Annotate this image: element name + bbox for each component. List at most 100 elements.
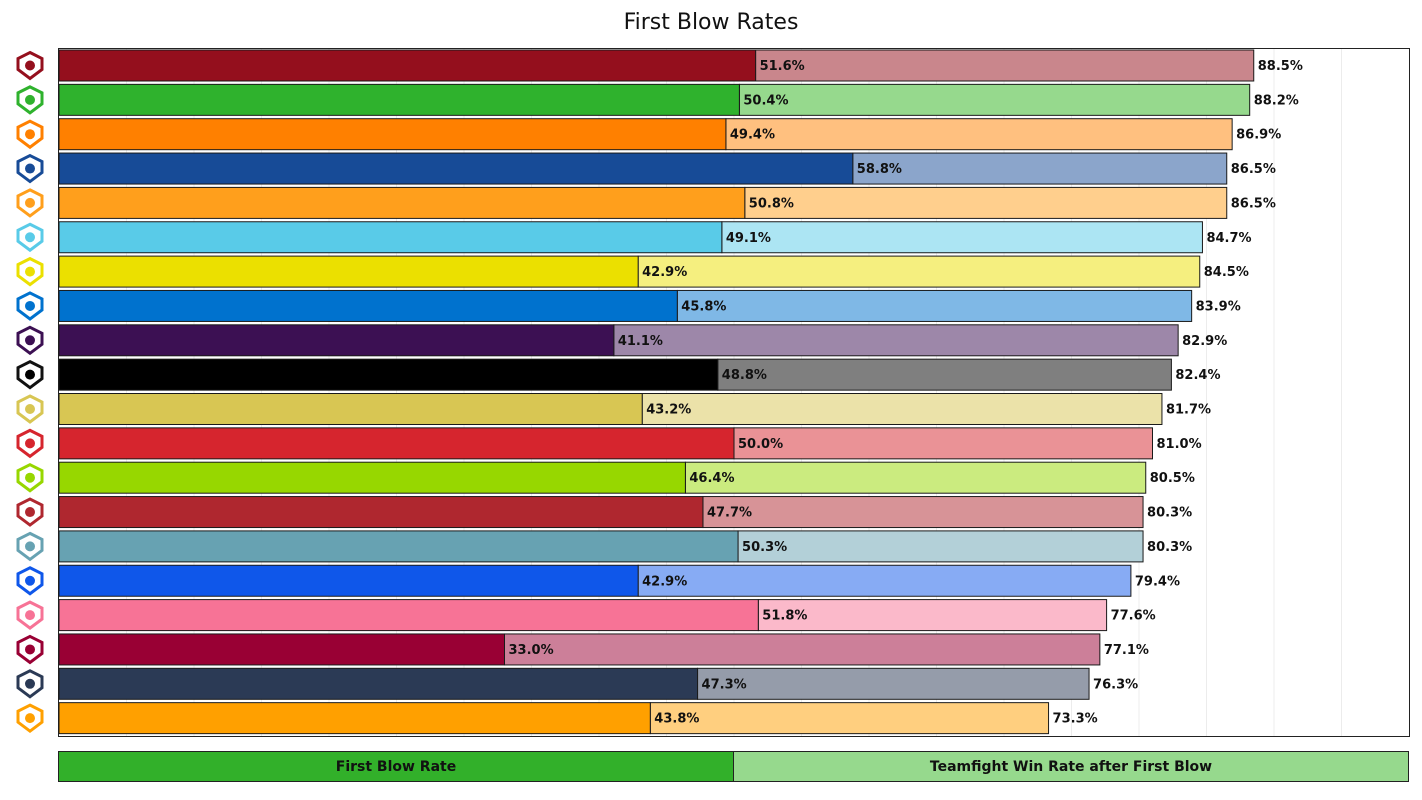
bar-first-blow-rate [58, 564, 639, 597]
philadelphia-fusion-icon [16, 188, 44, 218]
bar-first-blow-rate [58, 118, 727, 151]
legend-item-teamfight-win-rate: Teamfight Win Rate after First Blow [734, 752, 1408, 781]
data-label-teamfight-win-rate: 88.2% [1254, 93, 1299, 108]
data-label-teamfight-win-rate: 83.9% [1196, 299, 1241, 314]
data-label-teamfight-win-rate: 80.5% [1150, 471, 1195, 486]
bar-first-blow-rate [58, 221, 723, 254]
bars: 51.6% 88.5% 50.4% 88.2% 49.4% 86.9% 58.8% 86.5%… [58, 49, 1303, 735]
toronto-defiant-icon [16, 359, 44, 390]
data-label-teamfight-win-rate: 88.5% [1258, 59, 1303, 74]
data-label-teamfight-win-rate: 77.1% [1104, 643, 1149, 658]
data-label-teamfight-win-rate: 80.3% [1147, 506, 1192, 521]
data-label-first-blow-rate: 47.3% [702, 677, 747, 692]
bar-first-blow-rate [58, 667, 699, 700]
data-label-teamfight-win-rate: 84.7% [1206, 231, 1251, 246]
bar-teamfight-win-rate [737, 530, 1144, 563]
data-label-first-blow-rate: 43.8% [654, 712, 699, 727]
bar-first-blow-rate [58, 358, 719, 391]
data-label-first-blow-rate: 50.0% [738, 437, 783, 452]
chengdu-hunters-icon [16, 703, 44, 734]
los-angeles-valiant-icon [16, 256, 44, 287]
bar-teamfight-win-rate [852, 152, 1228, 185]
bar-teamfight-win-rate [725, 118, 1233, 151]
data-label-first-blow-rate: 50.4% [743, 93, 788, 108]
bar-teamfight-win-rate [504, 633, 1101, 666]
data-label-teamfight-win-rate: 76.3% [1093, 677, 1138, 692]
dallas-fuel-icon [16, 291, 44, 321]
bar-first-blow-rate [58, 152, 854, 185]
bar-first-blow-rate [58, 530, 739, 563]
data-label-teamfight-win-rate: 77.6% [1111, 609, 1156, 624]
data-label-teamfight-win-rate: 86.5% [1231, 162, 1276, 177]
san-francisco-shock-icon [16, 119, 44, 150]
bar-teamfight-win-rate [717, 358, 1172, 391]
houston-outlaws-icon [16, 85, 44, 115]
guangzhou-charge-icon [16, 531, 44, 562]
team-icons [16, 50, 44, 734]
seoul-dynasty-icon [16, 394, 44, 424]
data-label-first-blow-rate: 48.8% [722, 368, 767, 383]
data-label-teamfight-win-rate: 82.4% [1175, 368, 1220, 383]
bar-teamfight-win-rate [676, 289, 1193, 322]
data-label-first-blow-rate: 50.3% [742, 540, 787, 555]
data-label-first-blow-rate: 46.4% [689, 471, 734, 486]
data-label-first-blow-rate: 47.7% [707, 506, 752, 521]
bar-teamfight-win-rate [702, 496, 1144, 529]
data-label-teamfight-win-rate: 73.3% [1053, 712, 1098, 727]
bar-teamfight-win-rate [744, 186, 1228, 219]
bar-teamfight-win-rate [755, 49, 1255, 82]
data-label-first-blow-rate: 43.2% [646, 403, 691, 418]
data-label-first-blow-rate: 33.0% [509, 643, 554, 658]
data-label-teamfight-win-rate: 82.9% [1182, 334, 1227, 349]
bar-teamfight-win-rate [733, 427, 1153, 460]
data-label-first-blow-rate: 42.9% [642, 574, 687, 589]
data-label-first-blow-rate: 49.4% [730, 128, 775, 143]
bar-first-blow-rate [58, 83, 740, 116]
florida-mayhem-icon [16, 497, 44, 527]
los-angeles-gladiators-icon [16, 325, 44, 356]
data-label-teamfight-win-rate: 86.9% [1236, 128, 1281, 143]
bar-teamfight-win-rate [721, 221, 1203, 254]
bar-teamfight-win-rate [637, 255, 1201, 288]
bar-first-blow-rate [58, 427, 735, 460]
legend-item-first-blow-rate: First Blow Rate [59, 752, 734, 781]
bar-first-blow-rate [58, 393, 643, 425]
legend: First Blow Rate Teamfight Win Rate after… [58, 751, 1409, 782]
bar-teamfight-win-rate [637, 564, 1132, 597]
bar-first-blow-rate [58, 324, 615, 357]
bar-first-blow-rate [58, 461, 686, 494]
data-label-first-blow-rate: 58.8% [857, 162, 902, 177]
bar-first-blow-rate [58, 599, 759, 632]
hangzhou-spark-icon [16, 600, 44, 630]
boston-uprising-icon [16, 566, 44, 596]
vancouver-titans-icon [16, 463, 44, 493]
data-label-first-blow-rate: 51.8% [762, 609, 807, 624]
bar-first-blow-rate [58, 49, 757, 82]
bar-teamfight-win-rate [649, 702, 1050, 735]
london-spitfire-icon [16, 222, 44, 253]
washington-justice-icon [16, 634, 44, 665]
bar-teamfight-win-rate [738, 83, 1251, 116]
data-label-first-blow-rate: 50.8% [749, 196, 794, 211]
data-label-first-blow-rate: 51.6% [760, 59, 805, 74]
atlanta-reign-icon [16, 50, 44, 81]
data-label-teamfight-win-rate: 84.5% [1204, 265, 1249, 280]
data-label-teamfight-win-rate: 86.5% [1231, 196, 1276, 211]
bar-first-blow-rate [58, 289, 678, 322]
data-label-teamfight-win-rate: 81.7% [1166, 403, 1211, 418]
data-label-teamfight-win-rate: 79.4% [1135, 574, 1180, 589]
bar-first-blow-rate [58, 702, 651, 735]
shanghai-dragons-icon [16, 428, 44, 459]
paris-eternal-icon [16, 669, 44, 699]
bar-first-blow-rate [58, 186, 746, 219]
bar-first-blow-rate [58, 496, 704, 529]
bar-teamfight-win-rate [697, 667, 1090, 700]
bar-teamfight-win-rate [641, 393, 1163, 425]
bar-first-blow-rate [58, 255, 639, 288]
bar-teamfight-win-rate [757, 599, 1108, 632]
bar-teamfight-win-rate [613, 324, 1179, 357]
data-label-first-blow-rate: 49.1% [726, 231, 771, 246]
data-label-teamfight-win-rate: 81.0% [1157, 437, 1202, 452]
chart-title: First Blow Rates [623, 10, 799, 35]
data-label-teamfight-win-rate: 80.3% [1147, 540, 1192, 555]
